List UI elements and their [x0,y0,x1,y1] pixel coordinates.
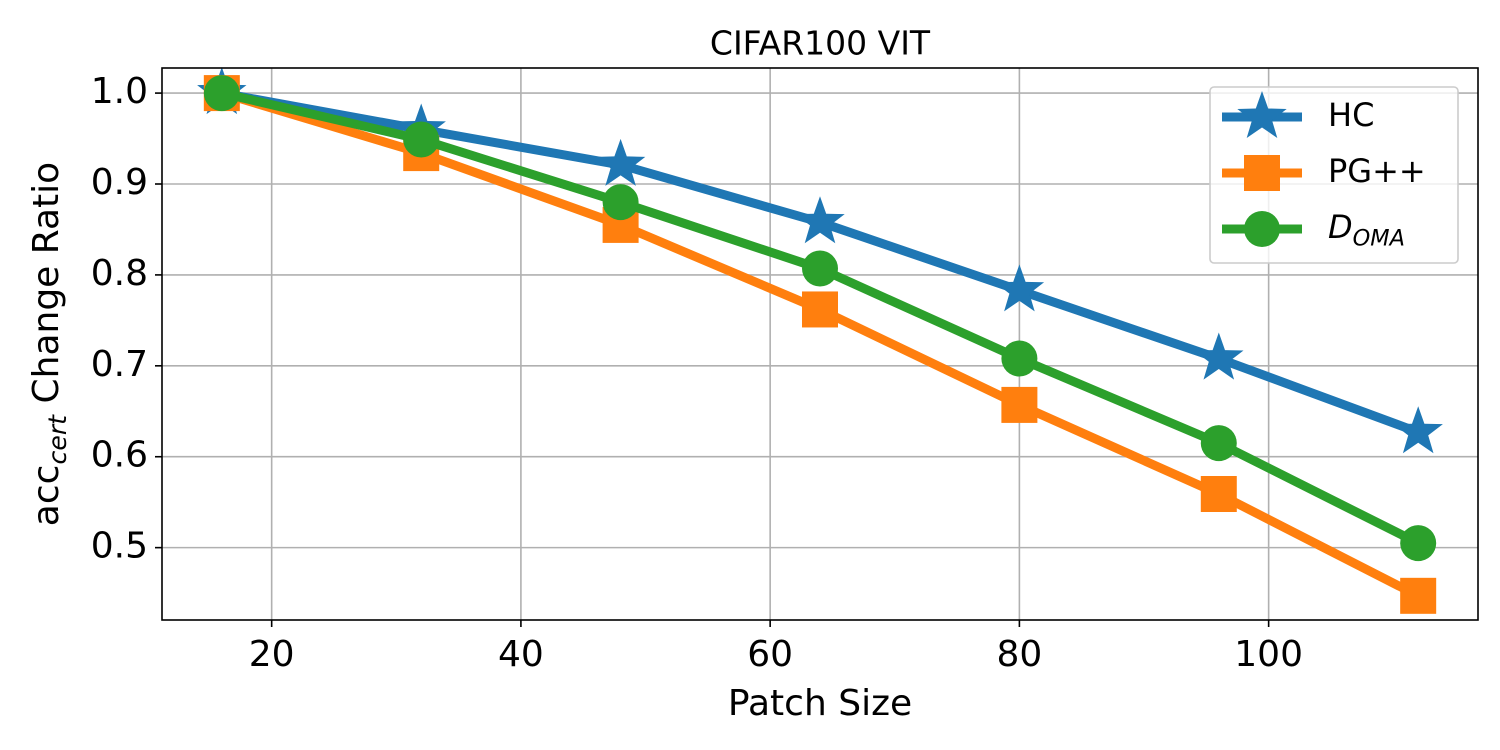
marker [1237,91,1287,138]
x-tick-label: 80 [996,634,1042,675]
marker [994,264,1045,312]
y-tick-label: 1.0 [91,71,148,112]
y-tick-label: 0.8 [91,253,148,294]
marker [802,291,838,328]
marker [1244,155,1280,191]
y-tick-label: 0.5 [91,526,148,567]
marker [1200,476,1237,512]
chart-title: CIFAR100 VIT [710,24,931,63]
marker [602,184,639,221]
marker [1001,340,1038,377]
marker [795,196,845,244]
marker [203,75,240,112]
text-segment: cert [43,414,72,465]
y-axis-label: acccert Change Ratio [26,162,72,526]
x-tick-label: 60 [747,634,793,675]
marker [1400,525,1437,562]
x-axis-label: Patch Size [728,683,912,724]
y-tick-label: 0.6 [91,435,148,476]
x-tick-label: 20 [249,634,295,675]
marker [1244,211,1280,247]
y-tick-label: 0.9 [91,162,148,203]
text-segment: D [1328,208,1353,246]
marker [1200,425,1237,462]
marker [1001,386,1038,423]
marker [802,250,838,287]
x-tick-label: 40 [498,634,544,675]
legend-label: DOMA [1328,208,1405,251]
marker [595,138,646,186]
marker [1400,577,1437,614]
plot-frame [161,67,1479,621]
text-segment: OMA [1353,225,1405,251]
marker [1393,406,1443,454]
marker [1194,332,1244,380]
text-segment: acc [26,465,67,527]
legend-label: HC [1328,96,1374,134]
legend-label: PG++ [1328,152,1426,190]
text-segment: Change Ratio [26,162,67,415]
y-tick-label: 0.7 [91,344,148,385]
x-tick-label: 100 [1234,634,1303,675]
marker [403,121,440,158]
legend: HC PG++ DOMA [1209,86,1459,264]
